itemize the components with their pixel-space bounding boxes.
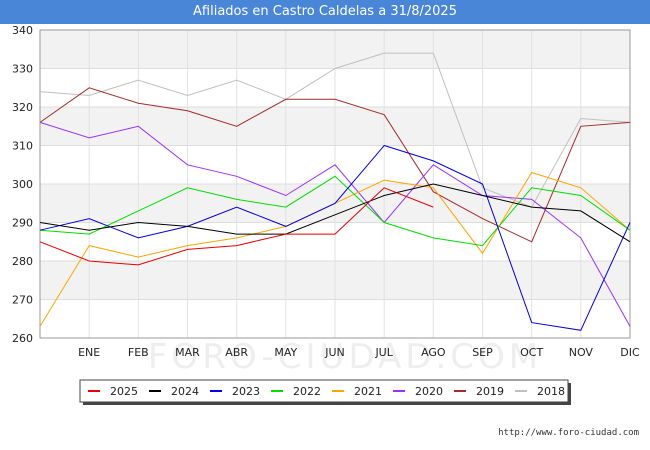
x-tick-label: NOV — [569, 346, 594, 359]
legend-label-2024: 2024 — [171, 385, 199, 398]
x-tick-label: FEB — [128, 346, 149, 359]
plot-frame — [39, 29, 631, 339]
series-line-2019 — [39, 87, 631, 243]
x-tick-label: SEP — [472, 346, 493, 359]
y-tick-label: 340 — [12, 24, 33, 37]
legend: 2025 2024 2023 2022 2021 2020 2019 2018 — [79, 379, 569, 403]
x-tick-label: OCT — [520, 346, 543, 359]
y-tick-label: 280 — [12, 255, 33, 268]
title-bar — [0, 0, 650, 24]
x-tick-label: MAY — [274, 346, 297, 359]
legend-label-2018: 2018 — [537, 385, 565, 398]
y-tick-label: 310 — [12, 140, 33, 153]
legend-label-2019: 2019 — [476, 385, 504, 398]
legend-label-2022: 2022 — [293, 385, 321, 398]
y-tick-label: 290 — [12, 217, 33, 230]
x-tick-label: ENE — [78, 346, 100, 359]
x-tick-label: JUN — [324, 346, 345, 359]
legend-box — [79, 379, 569, 403]
y-tick-label: 260 — [12, 332, 33, 345]
legend-label-2020: 2020 — [415, 385, 443, 398]
y-tick-label: 300 — [12, 178, 33, 191]
x-tick-label: AGO — [421, 346, 446, 359]
watermark-text: FORO-CIUDAD.COM — [148, 337, 542, 377]
series-line-2023 — [39, 144, 631, 331]
series-line-2024 — [39, 183, 631, 243]
x-tick-label: ABR — [225, 346, 248, 359]
legend-label-2021: 2021 — [354, 385, 382, 398]
x-tick-label: MAR — [175, 346, 200, 359]
y-tick-label: 320 — [12, 101, 33, 114]
y-tick-label: 270 — [12, 294, 33, 307]
x-tick-label: DIC — [620, 346, 640, 359]
series-line-2022 — [39, 175, 631, 247]
series-line-2025 — [39, 187, 434, 266]
legend-label-2023: 2023 — [232, 385, 260, 398]
source-url[interactable]: http://www.foro-ciudad.com — [498, 428, 639, 438]
chart-title: Afiliados en Castro Caldelas a 31/8/2025 — [193, 4, 457, 19]
x-tick-label: JUL — [374, 346, 393, 359]
y-tick-label: 330 — [12, 63, 33, 76]
series-line-2020 — [39, 121, 631, 327]
legend-label-2025: 2025 — [110, 385, 138, 398]
